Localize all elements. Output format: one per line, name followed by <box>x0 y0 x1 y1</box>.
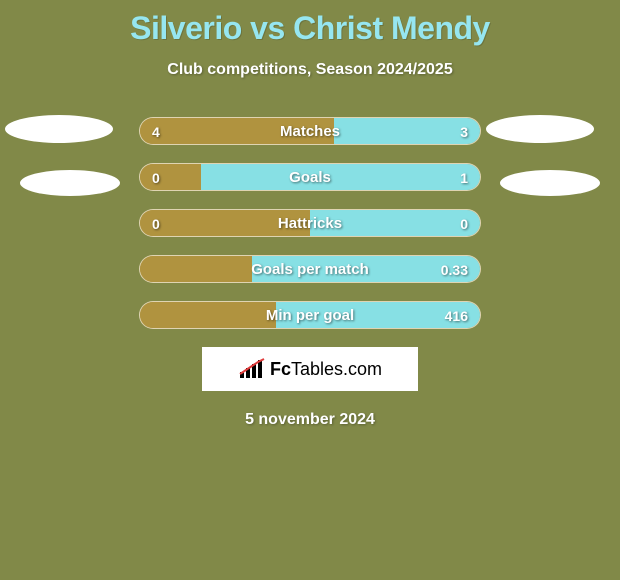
stat-value-right: 1 <box>460 164 468 191</box>
stat-value-right: 3 <box>460 118 468 145</box>
logo-text: FcTables.com <box>270 359 382 380</box>
decorative-ellipse-left-top <box>5 115 113 143</box>
decorative-ellipse-left-bottom <box>20 170 120 196</box>
logo-bars-icon <box>238 358 266 380</box>
source-logo: FcTables.com <box>202 347 418 391</box>
decorative-ellipse-right-bottom <box>500 170 600 196</box>
stat-bars: Matches43Goals01Hattricks00Goals per mat… <box>139 117 481 329</box>
stat-label: Matches <box>140 118 480 145</box>
stat-row: Matches4 3 <box>139 117 481 145</box>
stat-row: Hattricks0 0 <box>139 209 481 237</box>
stat-value-right: 0 <box>460 210 468 237</box>
stat-row: Goals per match0.33 <box>139 255 481 283</box>
stat-row: Min per goal416 <box>139 301 481 329</box>
stat-value-right: 0.33 <box>441 256 468 283</box>
page-title: Silverio vs Christ Mendy <box>0 0 620 47</box>
stat-value-left: 4 <box>152 118 160 145</box>
page-subtitle: Club competitions, Season 2024/2025 <box>0 61 620 79</box>
stat-value-left: 0 <box>152 164 160 191</box>
stat-row: Goals0 1 <box>139 163 481 191</box>
stat-label: Hattricks <box>140 210 480 237</box>
snapshot-date: 5 november 2024 <box>0 411 620 429</box>
decorative-ellipse-right-top <box>486 115 594 143</box>
stat-label: Goals <box>140 164 480 191</box>
stat-label: Min per goal <box>140 302 480 329</box>
stat-label: Goals per match <box>140 256 480 283</box>
comparison-stage: Matches43Goals01Hattricks00Goals per mat… <box>0 117 620 429</box>
stat-value-right: 416 <box>445 302 468 329</box>
stat-value-left: 0 <box>152 210 160 237</box>
